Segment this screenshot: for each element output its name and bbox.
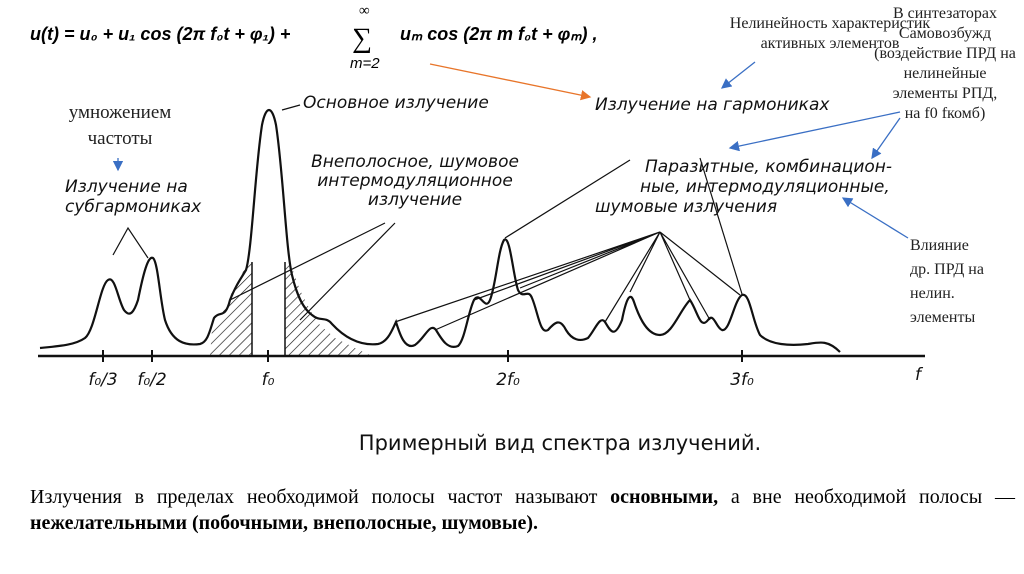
note-synth: Самовозбужд xyxy=(899,25,991,42)
axis-label: 3f₀ xyxy=(730,370,754,390)
spectrum xyxy=(39,108,841,353)
note-multiplication: частоты xyxy=(88,128,153,149)
figure: u(t) = u₀ + u₁ cos (2π f₀t + φ₁) + ∑ ∞ m… xyxy=(30,3,1016,455)
label-spurious: ные, интермодуляционные, xyxy=(640,177,890,197)
label-subharmonics: субгармониках xyxy=(65,197,202,217)
label-outofband: интермодуляционное xyxy=(317,171,513,191)
note-influence: нелин. xyxy=(910,285,955,302)
note-nonlinearity: Нелинейность характеристик xyxy=(730,15,931,32)
paragraph-segment: а вне необходимой полосы — xyxy=(718,486,1015,508)
note-nonlinearity: активных элементов xyxy=(761,35,900,52)
paragraph-segment: основными, xyxy=(610,486,719,508)
formula: u(t) = u₀ + u₁ cos (2π f₀t + φ₁) + xyxy=(30,24,291,44)
formula-lower: m=2 xyxy=(350,55,380,72)
note-influence: др. ПРД на xyxy=(910,261,984,278)
axis-label: f₀ xyxy=(262,370,275,390)
axis-ticks xyxy=(102,350,743,362)
formula-sigma: ∑ xyxy=(352,23,372,54)
caption: Примерный вид спектра излучений. xyxy=(359,431,761,455)
note-synth: (воздействие ПРД на xyxy=(874,45,1016,62)
paragraph-segment: нежелательными (побочными, внеполосные, … xyxy=(30,512,538,534)
axis-label: f₀/2 xyxy=(137,370,166,390)
note-synth: В синтезаторах xyxy=(893,5,997,22)
hatch xyxy=(210,262,372,356)
note-influence: элементы xyxy=(910,309,975,326)
note-synth: на f0 fкомб) xyxy=(905,105,986,122)
paragraph: Излучения в пределах необходимой полосы … xyxy=(30,484,1015,536)
note-synth: элементы РПД, xyxy=(893,85,998,102)
label-outofband: излучение xyxy=(368,190,462,210)
label-outofband: Внеполосное, шумовое xyxy=(311,152,519,172)
arrow xyxy=(429,63,592,101)
label-spurious: шумовые излучения xyxy=(595,197,777,217)
note-synth: нелинейные xyxy=(904,65,987,82)
formula-right: uₘ cos (2π m f₀t + φₘ) , xyxy=(400,24,598,44)
leaders xyxy=(112,104,743,331)
label-main: Основное излучение xyxy=(303,93,489,113)
arrows xyxy=(112,61,909,239)
axis-label: f₀/3 xyxy=(88,370,117,390)
note-influence: Влияние xyxy=(910,237,969,254)
label-harmonics: Излучение на гармониках xyxy=(595,95,830,115)
formula-upper: ∞ xyxy=(359,3,370,19)
paragraph-segment: Излучения в пределах необходимой полосы … xyxy=(30,486,611,508)
axis-label: 2f₀ xyxy=(496,370,520,390)
label-subharmonics: Излучение на xyxy=(65,177,188,197)
axis-label: f xyxy=(915,365,924,385)
label-spurious: Паразитные, комбинацион- xyxy=(645,157,892,177)
note-multiplication: умножением xyxy=(69,102,172,123)
